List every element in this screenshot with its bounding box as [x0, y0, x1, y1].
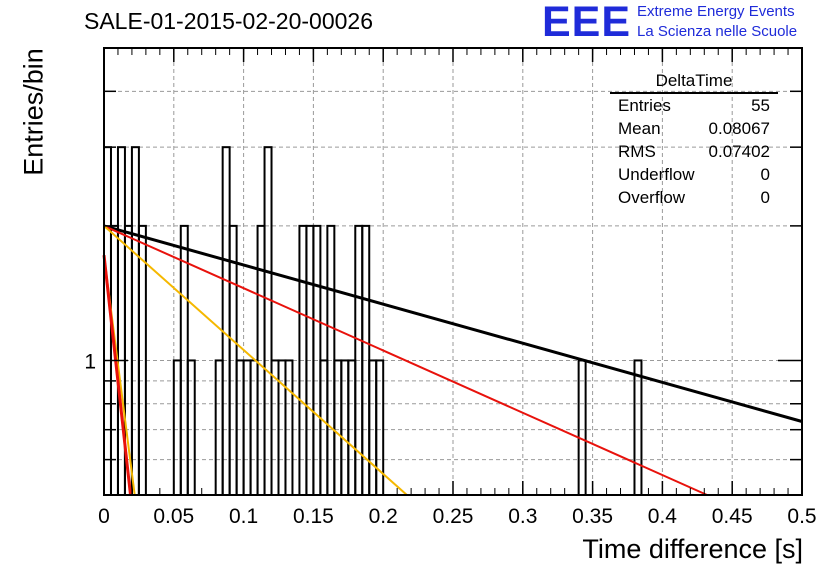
stats-label: Entries	[618, 96, 671, 115]
stats-value: 0.07402	[708, 142, 770, 161]
stats-label: Overflow	[618, 188, 686, 207]
x-tick-label: 0.45	[712, 505, 753, 528]
stats-title: DeltaTime	[610, 70, 778, 94]
stats-value: 55	[751, 96, 770, 115]
stats-value: 0.08067	[708, 119, 770, 138]
y-tick-label: 1	[84, 350, 96, 373]
histogram-bars	[103, 146, 643, 497]
stats-row-entries: Entries 55	[610, 94, 778, 117]
fit-curve	[102, 255, 132, 496]
x-tick-label: 0.1	[229, 505, 258, 528]
chart-title: SALE-01-2015-02-20-00026	[84, 8, 373, 34]
x-tick-label: 0.4	[648, 505, 678, 528]
logo-tagline-2: La Scienza nelle Scuole	[637, 23, 798, 40]
axis-tick-labels: 0 0.05 0.1 0.15 0.2 0.25 0.3 0.35 0.4 0.45 0.5 1	[84, 350, 816, 528]
logo-tagline-1: Extreme Energy Events	[637, 3, 795, 20]
x-tick-label: 0.05	[153, 505, 194, 528]
histogram-bin	[263, 146, 273, 497]
stats-value: 0	[760, 165, 770, 184]
fit-curve	[103, 224, 803, 423]
x-tick-label: 0.2	[369, 505, 398, 528]
fit-curves	[102, 224, 803, 496]
x-axis-label: Time difference [s]	[582, 534, 803, 564]
x-tick-label: 0.25	[433, 505, 474, 528]
x-tick-label: 0.3	[508, 505, 537, 528]
stats-box: DeltaTime Entries 55 Mean 0.08067 RMS 0.…	[610, 70, 778, 209]
x-tick-label: 0.5	[787, 505, 816, 528]
fit-curve	[103, 225, 408, 496]
stats-label: Underflow	[618, 165, 695, 184]
stats-row-mean: Mean 0.08067	[610, 117, 778, 140]
x-tick-label: 0	[98, 505, 110, 528]
stats-label: Mean	[618, 119, 661, 138]
stats-value: 0	[760, 188, 770, 207]
stats-row-rms: RMS 0.07402	[610, 140, 778, 163]
stats-label: RMS	[618, 142, 656, 161]
histogram-bin	[130, 146, 140, 497]
eee-logo: EEE	[542, 0, 632, 46]
x-tick-label: 0.35	[572, 505, 613, 528]
histogram-bin	[221, 146, 231, 497]
fit-curve	[103, 224, 708, 496]
x-tick-label: 0.15	[293, 505, 334, 528]
stats-row-overflow: Overflow 0	[610, 186, 778, 209]
y-axis-label: Entries/bin	[18, 48, 49, 176]
stats-row-underflow: Underflow 0	[610, 163, 778, 186]
axis-ticks	[103, 47, 803, 496]
